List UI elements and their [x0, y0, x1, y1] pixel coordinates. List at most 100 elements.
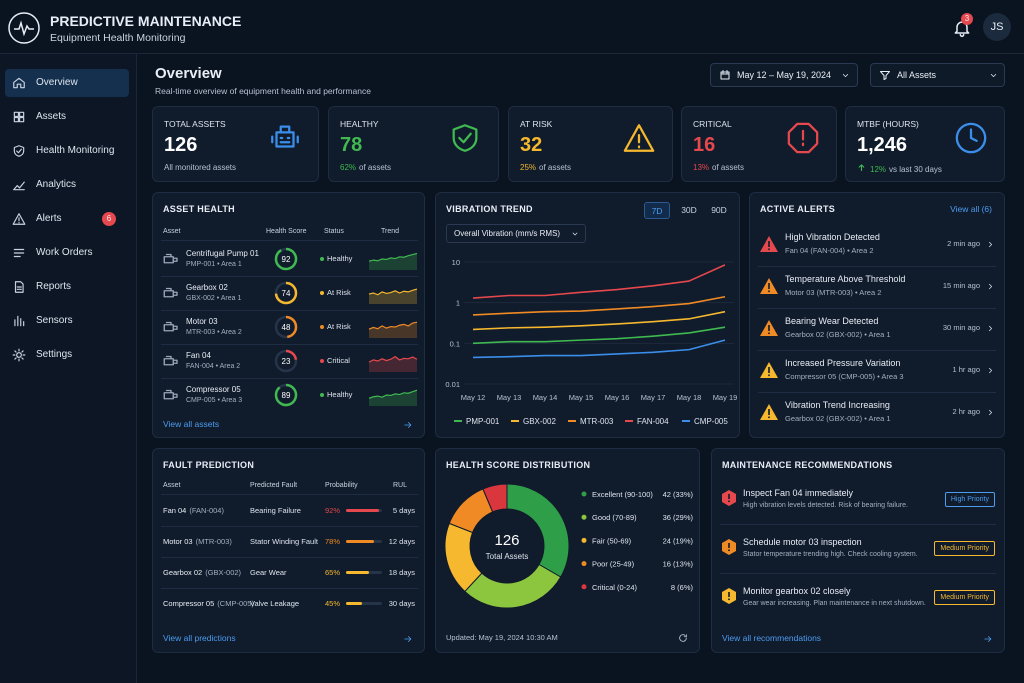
- x-tick-label: May 14: [533, 393, 558, 402]
- asset-icon-shape: [163, 287, 178, 298]
- alert-item[interactable]: Vibration Trend Increasing Gearbox 02 (GB…: [750, 393, 1004, 433]
- view-all-link[interactable]: View all (6): [950, 204, 992, 214]
- status-dot: [320, 359, 324, 363]
- updated-text: Updated: May 19, 2024 10:30 AM: [446, 633, 558, 642]
- view-all-link[interactable]: View all predictions: [163, 633, 236, 643]
- metric-selector[interactable]: Overall Vibration (mm/s RMS): [446, 224, 586, 243]
- donut-slice: [482, 483, 508, 513]
- divider: [758, 308, 996, 309]
- status-text: At Risk: [327, 322, 351, 331]
- y-tick-label: 0.01: [445, 380, 460, 389]
- nav-icon: [13, 111, 25, 123]
- probability-label: 92%: [325, 506, 341, 515]
- range-toggle[interactable]: 30D: [681, 205, 697, 215]
- kpi-icon: [787, 122, 819, 154]
- link-arrow: [984, 636, 992, 642]
- alert-detail: Fan 04 (FAN-004) • Area 2: [785, 246, 874, 255]
- asset-filter[interactable]: All Assets: [870, 63, 1005, 87]
- range-toggle[interactable]: 7D: [644, 202, 670, 219]
- nav-item[interactable]: Sensors: [5, 307, 129, 335]
- kpi-value: 16: [693, 134, 716, 156]
- alert-title: Vibration Trend Increasing: [785, 400, 890, 410]
- recommendation-title: Schedule motor 03 inspection: [743, 537, 862, 547]
- table-header: Trend: [381, 228, 400, 235]
- nav-item[interactable]: Work Orders: [5, 239, 129, 267]
- nav-item[interactable]: Alerts 6: [5, 205, 129, 233]
- sparkline-line: [368, 355, 418, 363]
- avatar[interactable]: JS: [983, 13, 1011, 41]
- recommendation-detail: Stator temperature trending high. Check …: [743, 551, 918, 558]
- nav-item[interactable]: Settings: [5, 341, 129, 369]
- chevron-shape: [990, 74, 997, 77]
- nav-item[interactable]: Assets: [5, 103, 129, 131]
- alert-item[interactable]: Bearing Wear Detected Gearbox 02 (GBX-002…: [750, 309, 1004, 349]
- legend-dot: [581, 514, 587, 520]
- nav-icon-shape: [13, 181, 25, 191]
- table-header: Predicted Fault: [250, 482, 298, 489]
- alert-time: 30 min ago: [942, 323, 980, 332]
- nav-item[interactable]: Health Monitoring: [5, 137, 129, 165]
- kpi-icon: [452, 124, 478, 152]
- status-dot: [320, 257, 324, 261]
- alert-time: 15 min ago: [942, 281, 980, 290]
- asset-icon: [163, 287, 178, 298]
- recommendation-icon: [722, 539, 736, 555]
- recommendation-icon: [722, 490, 736, 506]
- link-arrow: [404, 422, 412, 428]
- alert-mark: [768, 374, 770, 377]
- recommendation-title: Monitor gearbox 02 closely: [743, 586, 851, 596]
- asset-name: Fan 04: [186, 351, 211, 360]
- nav-item[interactable]: Reports: [5, 273, 129, 301]
- nav-icon: [14, 315, 25, 327]
- kpi-note: 25% of assets: [520, 163, 571, 172]
- asset-id: MTR-003 • Area 2: [186, 329, 242, 336]
- score-text: 74: [282, 289, 291, 298]
- sparkline: [368, 321, 418, 338]
- alert-mark: [768, 290, 770, 293]
- asset-name: Compressor 05: [163, 599, 215, 608]
- panel-title: ACTIVE ALERTS: [760, 204, 836, 214]
- status-text: Critical: [327, 356, 350, 365]
- asset-icon: [163, 321, 178, 332]
- date-range[interactable]: May 12 – May 19, 2024: [710, 63, 858, 87]
- ring-arc: [274, 383, 298, 407]
- alert-item[interactable]: Temperature Above Threshold Motor 03 (MTR…: [750, 267, 1004, 307]
- link-arrow-shape: [404, 422, 412, 428]
- view-all-link[interactable]: View all recommendations: [722, 633, 822, 643]
- y-tick-label: 0.1: [450, 339, 460, 348]
- legend-dot: [581, 491, 587, 497]
- recommendation-detail: Gear wear increasing. Plan maintenance i…: [743, 600, 926, 607]
- kpi-label: HEALTHY: [340, 119, 379, 129]
- calendar-icon-shape: [720, 70, 730, 80]
- divider: [161, 588, 418, 589]
- range-toggle[interactable]: 90D: [711, 205, 727, 215]
- kpi-pct: 62%: [340, 163, 357, 172]
- alert-item[interactable]: Increased Pressure Variation Compressor 0…: [750, 351, 1004, 391]
- nav-item[interactable]: Analytics: [5, 171, 129, 199]
- nav-item[interactable]: Overview: [5, 69, 129, 97]
- kpi-card: AT RISK 32 25% of assets: [508, 106, 673, 182]
- table-header: RUL: [393, 482, 408, 489]
- divider: [161, 557, 418, 558]
- nav-badge: 6: [102, 212, 116, 226]
- alert-mark: [768, 416, 770, 419]
- sparkline: [368, 355, 418, 372]
- asset-id: FAN-004 • Area 2: [186, 363, 241, 370]
- asset-id: GBX-002 • Area 1: [186, 295, 242, 302]
- filter-icon-shape: [880, 71, 890, 80]
- legend-label: Fair (50-69): [592, 536, 632, 545]
- chevron: [989, 409, 992, 416]
- kpi-icon-shape: [452, 124, 478, 152]
- alert-item[interactable]: High Vibration Detected Fan 04 (FAN-004) …: [750, 225, 1004, 265]
- trend-up-icon: [858, 164, 865, 172]
- view-all-link[interactable]: View all assets: [163, 419, 220, 429]
- chevron: [989, 325, 992, 332]
- sparkline-line: [368, 288, 418, 296]
- legend-label: MTR-003: [580, 417, 614, 426]
- alert-mark: [768, 283, 770, 289]
- date-range-text: May 12 – May 19, 2024: [737, 70, 832, 80]
- recommendations-panel: MAINTENANCE RECOMMENDATIONS Inspect Fan 0…: [711, 448, 1005, 653]
- health-ring: 74: [274, 281, 298, 305]
- ring-arc: [285, 315, 298, 339]
